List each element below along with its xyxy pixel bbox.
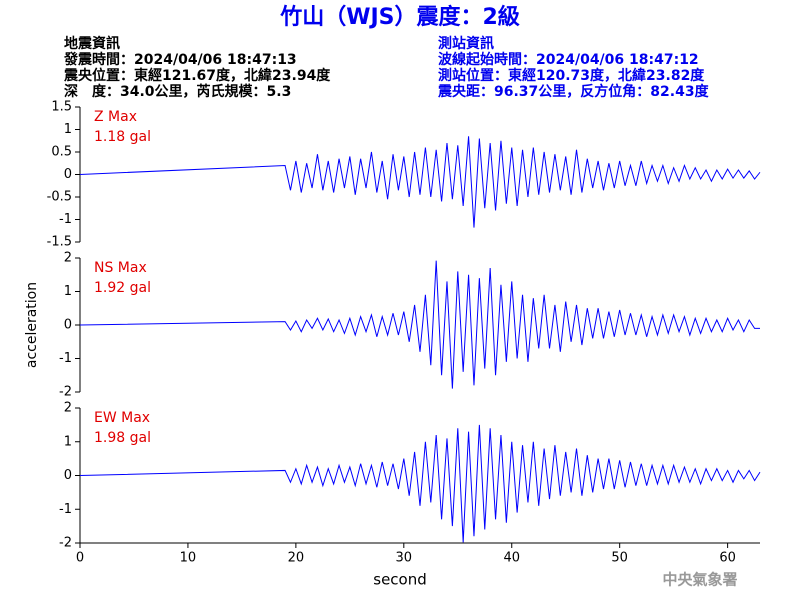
y-tick-label: 0.5 [51, 145, 72, 160]
x-tick-label: 20 [288, 551, 305, 566]
info-left: 地震資訊 [64, 35, 120, 52]
panel-label: EW Max [94, 410, 150, 426]
y-tick-label: 1 [64, 284, 72, 299]
panel-annotation: 1.18 gal [94, 129, 151, 145]
y-tick-label: -2 [59, 536, 72, 551]
y-tick-label: 1 [64, 434, 72, 449]
x-tick-label: 60 [719, 551, 736, 566]
y-tick-label: 2 [64, 251, 72, 266]
x-tick-label: 40 [503, 551, 520, 566]
watermark: 中央氣象署 [662, 571, 737, 589]
y-tick-label: 0 [64, 167, 72, 182]
y-tick-label: -1 [59, 351, 72, 366]
x-axis-label: second [373, 571, 427, 589]
y-tick-label: 0 [64, 318, 72, 333]
panel-label: NS Max [94, 260, 147, 276]
info-right: 測站資訊 [438, 35, 494, 52]
info-right: 波線起始時間：2024/04/06 18:47:12 [438, 51, 699, 68]
chart-title: 竹山（WJS）震度：2級 [279, 4, 520, 30]
panel-annotation: 1.98 gal [94, 430, 151, 446]
y-tick-label: 1.5 [51, 100, 72, 115]
info-right: 測站位置：東經120.73度，北緯23.82度 [438, 67, 705, 84]
info-left: 發震時間：2024/04/06 18:47:13 [63, 51, 297, 68]
y-tick-label: 0 [64, 468, 72, 483]
y-tick-label: -1 [59, 502, 72, 517]
y-tick-label: 1 [64, 122, 72, 137]
y-axis-label: acceleration [24, 282, 40, 368]
y-tick-label: -1 [59, 212, 72, 227]
y-tick-label: -1.5 [47, 235, 72, 250]
x-tick-label: 50 [611, 551, 628, 566]
panel-label: Z Max [94, 109, 137, 125]
info-left: 深 度：34.0公里，芮氏規模：5.3 [64, 83, 291, 100]
x-tick-label: 0 [76, 551, 84, 566]
waveform [79, 136, 761, 228]
x-tick-label: 30 [396, 551, 413, 566]
waveform [79, 260, 760, 389]
info-left: 震央位置：東經121.67度，北緯23.94度 [63, 67, 331, 84]
panel-annotation: 1.92 gal [94, 280, 151, 296]
y-tick-label: -0.5 [47, 190, 72, 205]
waveform [79, 424, 761, 543]
info-right: 震央距：96.37公里，反方位角：82.43度 [437, 83, 710, 100]
x-tick-label: 10 [180, 551, 197, 566]
y-tick-label: 2 [64, 401, 72, 416]
y-tick-label: -2 [59, 385, 72, 400]
